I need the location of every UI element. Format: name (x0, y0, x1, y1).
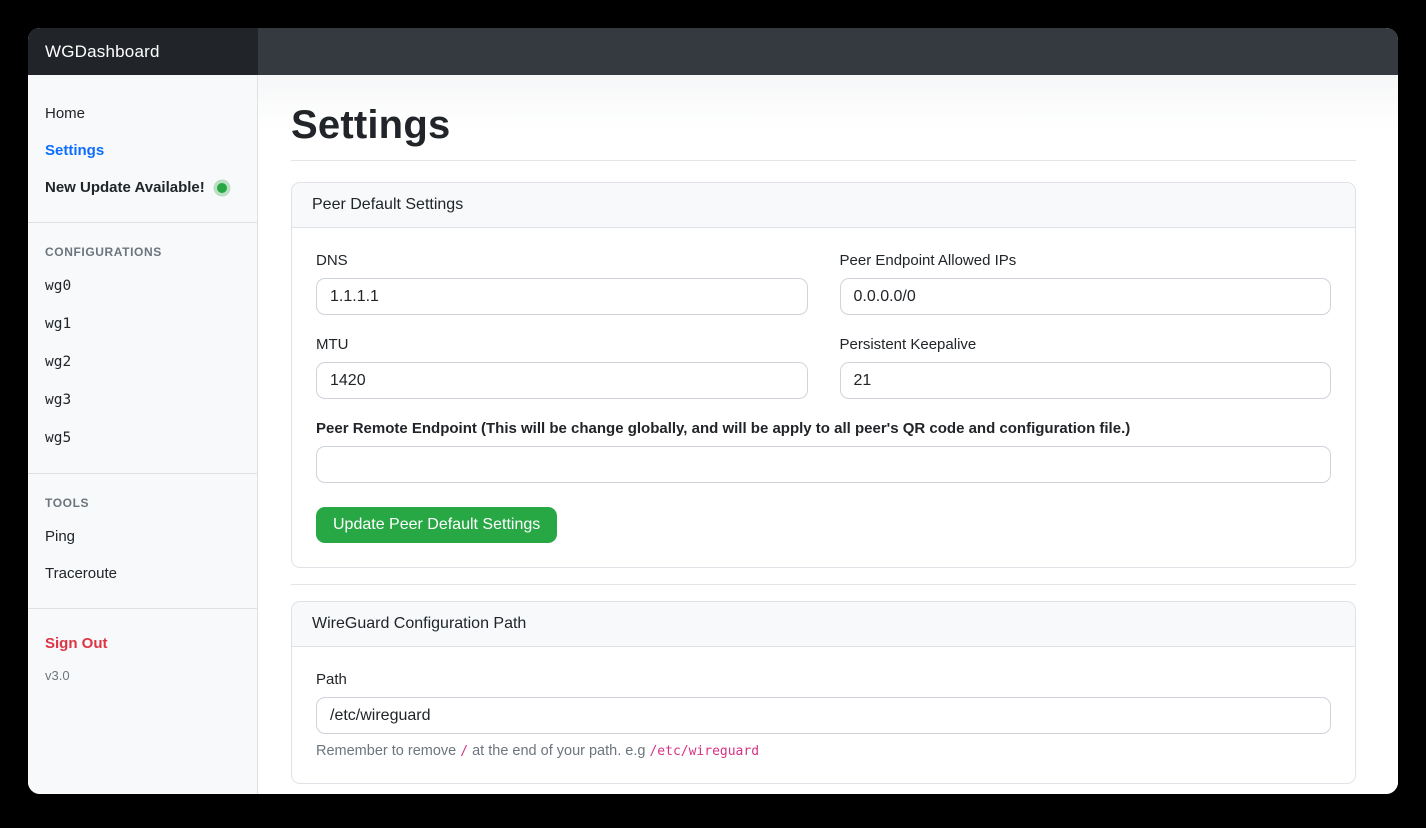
config-label: wg2 (45, 353, 72, 370)
path-hint-text: at the end of your path. e.g (468, 743, 650, 759)
sidebar-item-update-available[interactable]: New Update Available! (28, 169, 257, 206)
remote-endpoint-input[interactable] (316, 446, 1331, 483)
keepalive-field-group: Persistent Keepalive (839, 336, 1331, 399)
remote-endpoint-label: Peer Remote Endpoint (This will be chang… (316, 420, 1131, 437)
sidebar-item-update-label: New Update Available! (45, 179, 205, 196)
sidebar-item-ping[interactable]: Ping (28, 518, 257, 555)
sidebar-item-wg0[interactable]: wg0 (28, 267, 257, 305)
config-label: wg0 (45, 277, 72, 294)
sidebar-item-wg3[interactable]: wg3 (28, 381, 257, 419)
page-title: Settings (291, 103, 451, 147)
update-available-dot-icon (216, 182, 227, 193)
sidebar-item-home-label: Home (45, 105, 86, 122)
sidebar-item-wg5[interactable]: wg5 (28, 419, 257, 457)
sidebar: Home Settings New Update Available! CONF… (28, 75, 258, 794)
path-hint-code-slash: / (460, 744, 469, 759)
sidebar-divider (28, 222, 257, 223)
allowed-ips-label: Peer Endpoint Allowed IPs (839, 252, 1017, 269)
wireguard-config-path-card: WireGuard Configuration Path Path Rememb… (291, 601, 1356, 784)
version-label: v3.0 (45, 668, 70, 683)
mtu-label: MTU (316, 336, 349, 353)
remote-endpoint-field-group: Peer Remote Endpoint (This will be chang… (316, 420, 1331, 483)
allowed-ips-input[interactable] (839, 278, 1331, 315)
path-label: Path (316, 671, 347, 688)
sidebar-item-settings[interactable]: Settings (28, 132, 257, 169)
mtu-field-group: MTU (316, 336, 808, 399)
keepalive-input[interactable] (839, 362, 1331, 399)
sidebar-divider (28, 608, 257, 609)
path-hint-code-path: /etc/wireguard (649, 744, 760, 759)
sidebar-item-wg2[interactable]: wg2 (28, 343, 257, 381)
top-navbar-spacer (258, 28, 1398, 75)
path-hint-text: Remember to remove (316, 743, 461, 759)
path-hint: Remember to remove / at the end of your … (316, 743, 1331, 759)
path-card-header: WireGuard Configuration Path (292, 602, 1355, 647)
dns-field-group: DNS (316, 252, 808, 315)
tools-heading: TOOLS (45, 496, 90, 510)
main-content: Settings Peer Default Settings DNS Peer … (258, 75, 1398, 794)
sign-out-label: Sign Out (45, 635, 108, 652)
dns-label: DNS (316, 252, 348, 269)
path-input[interactable] (316, 697, 1331, 734)
tool-label: Traceroute (45, 565, 117, 582)
sidebar-item-wg1[interactable]: wg1 (28, 305, 257, 343)
top-navbar: WGDashboard (28, 28, 1398, 75)
allowed-ips-field-group: Peer Endpoint Allowed IPs (839, 252, 1331, 315)
update-peer-defaults-button[interactable]: Update Peer Default Settings (316, 507, 558, 543)
peer-default-settings-card: Peer Default Settings DNS Peer Endpoint … (291, 182, 1356, 568)
dns-input[interactable] (316, 278, 808, 315)
mtu-input[interactable] (316, 362, 808, 399)
path-field-group: Path (316, 671, 1331, 734)
config-label: wg3 (45, 391, 72, 408)
title-divider (291, 160, 1356, 161)
app-window: WGDashboard Home Settings New Update Ava… (28, 28, 1398, 794)
brand-area: WGDashboard (28, 28, 258, 75)
config-label: wg1 (45, 315, 72, 332)
peer-card-header: Peer Default Settings (292, 183, 1355, 228)
configurations-heading: CONFIGURATIONS (45, 245, 162, 259)
sign-out-link[interactable]: Sign Out (28, 625, 257, 662)
config-label: wg5 (45, 429, 72, 446)
sidebar-divider (28, 473, 257, 474)
sidebar-item-settings-label: Settings (45, 142, 105, 159)
sidebar-item-home[interactable]: Home (28, 95, 257, 132)
app-brand[interactable]: WGDashboard (45, 41, 160, 61)
keepalive-label: Persistent Keepalive (839, 336, 977, 353)
tool-label: Ping (45, 528, 76, 545)
cards-divider (291, 584, 1356, 585)
sidebar-item-traceroute[interactable]: Traceroute (28, 555, 257, 592)
